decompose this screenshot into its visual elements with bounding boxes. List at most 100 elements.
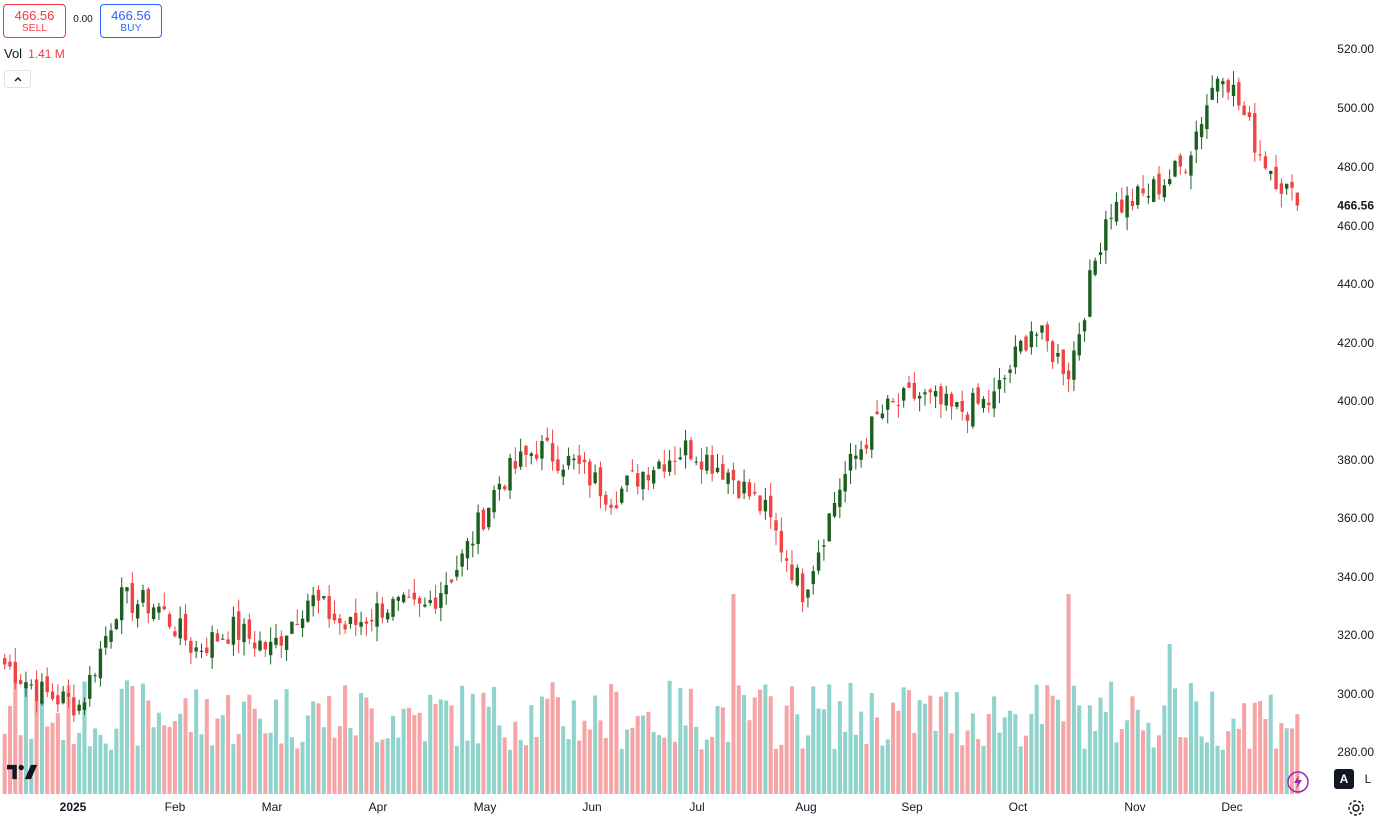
volume-bar [178,713,183,794]
candle-body [391,598,395,617]
volume-bar [1103,711,1108,794]
candle-body [715,467,720,473]
candle-body [428,600,432,604]
candle-body [907,382,911,388]
volume-bar [220,715,225,794]
sell-button[interactable]: 466.56 SELL [3,4,66,38]
candle-body [949,393,954,407]
volume-bar [263,733,268,794]
auto-scale-button[interactable]: A [1334,769,1354,789]
time-axis[interactable]: 2025 Feb Mar Apr May Jun Jul Aug Sep Oct Nov Dec [60,800,1243,814]
candle-body [1003,378,1007,380]
candle-body [630,470,635,472]
candle-body [800,573,805,603]
time-tick-label: Dec [1221,800,1242,814]
candle-body [811,571,815,585]
buy-button[interactable]: 466.56 BUY [100,4,162,38]
time-tick-label: Apr [369,800,388,814]
volume-bar [502,737,507,794]
candle-body [923,392,927,395]
candle-body [1295,192,1300,206]
volume-bar [598,720,603,794]
volume-bar [273,699,278,794]
candle-body [77,704,81,711]
candle-body [162,606,166,610]
volume-bar [843,731,848,794]
candle-body [1173,161,1177,177]
volume-bar [603,737,608,794]
candle-body [1040,325,1044,333]
price-axis[interactable]: 520.00 500.00 480.00 460.00 440.00 420.00 400.… [1337,42,1374,759]
buy-price: 466.56 [111,8,151,23]
volume-bar [1263,719,1268,794]
volume-bar [742,694,747,794]
candle-body [151,607,156,620]
candle-body [247,619,252,639]
price-tick-label: 420.00 [1337,336,1374,350]
candle-body [965,414,970,421]
candle-body [178,618,182,639]
candle-body [928,389,932,393]
volume-bar [364,697,369,794]
candle-body [518,451,523,467]
candle-body [1263,156,1268,169]
volume-bar [1284,728,1289,794]
price-tick-label: 480.00 [1337,160,1374,174]
volume-bar [188,732,193,794]
volume-bar [1130,696,1135,794]
volume-bar [279,743,284,794]
volume-bar [183,698,188,794]
tradingview-logo-icon[interactable] [7,763,39,781]
candle-body [1029,331,1034,348]
volume-bar [992,696,997,794]
log-scale-button[interactable]: L [1364,772,1372,786]
volume-bar [109,749,114,794]
candle-body [747,482,752,497]
time-tick-label: Mar [262,800,283,814]
volume-bar [752,697,757,794]
candle-body [221,638,225,640]
candle-body [1125,195,1129,218]
volume-bar [492,686,497,794]
gear-icon[interactable] [1346,798,1366,818]
volume-bar [422,741,427,794]
candle-body [1146,196,1151,198]
volume-bar [667,680,672,794]
candle-body [572,458,576,461]
candle-body [689,440,693,460]
candle-body [412,592,416,600]
volume-bar [1167,644,1172,794]
candle-body [1066,370,1071,380]
candle-body [1130,201,1135,207]
candle-body [279,636,283,646]
candle-body [832,503,837,517]
lightning-icon[interactable] [1286,770,1310,794]
candle-body [1114,201,1119,222]
volume-bar [646,711,651,794]
volume-bar [98,734,103,794]
candle-body [1104,219,1108,251]
candle-body [82,702,87,710]
volume-bar [130,686,135,794]
candle-body [1034,334,1039,336]
volume-bars [2,594,1300,794]
candle-body [268,641,273,656]
collapse-legend-button[interactable] [4,70,31,88]
candle-body [854,455,858,459]
candle-body [891,400,895,403]
volume-bar [1050,695,1055,794]
volume-bar [534,736,539,794]
volume-bar [566,739,571,794]
candle-body [1072,350,1076,380]
volume-bar [789,686,794,794]
volume-bar [156,712,161,794]
volume-bar [284,689,289,794]
volume-bar [242,701,247,794]
candle-body [683,440,688,456]
volume-bar [1236,728,1241,794]
volume-bar [124,680,130,794]
volume-bar [1061,721,1066,794]
candle-body [34,679,39,702]
volume-bar [1220,749,1225,794]
